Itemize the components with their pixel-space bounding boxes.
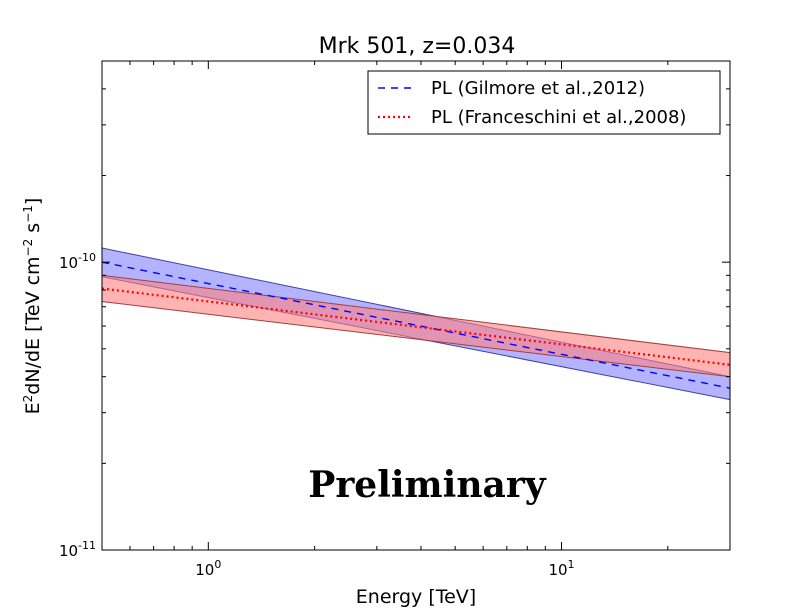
y-axis-label: E2dN/dE [TeV cm−2 s−1] bbox=[21, 198, 44, 415]
series-line-franceschini bbox=[101, 287, 731, 366]
legend: PL (Gilmore et al.,2012) PL (Franceschin… bbox=[367, 70, 721, 135]
legend-box bbox=[367, 70, 721, 135]
y-tick-labels: 10-11 10-10 bbox=[59, 251, 96, 560]
y-tick-label: 10-10 bbox=[59, 251, 96, 272]
chart-title: Mrk 501, z=0.034 bbox=[319, 34, 516, 59]
legend-label-franceschini: PL (Franceschini et al.,2008) bbox=[431, 107, 686, 128]
x-tick-label: 100 bbox=[195, 558, 221, 579]
plot-frame bbox=[101, 60, 731, 551]
x-tick-label: 101 bbox=[548, 558, 574, 579]
series-line-gilmore bbox=[101, 261, 731, 389]
legend-label-gilmore: PL (Gilmore et al.,2012) bbox=[431, 78, 645, 99]
x-tick-labels: 100 101 bbox=[195, 558, 574, 579]
preliminary-annotation: Preliminary bbox=[308, 464, 547, 506]
x-axis-label: Energy [TeV] bbox=[356, 586, 476, 608]
y-tick-label: 10-11 bbox=[59, 539, 96, 560]
series-lines bbox=[101, 261, 731, 389]
